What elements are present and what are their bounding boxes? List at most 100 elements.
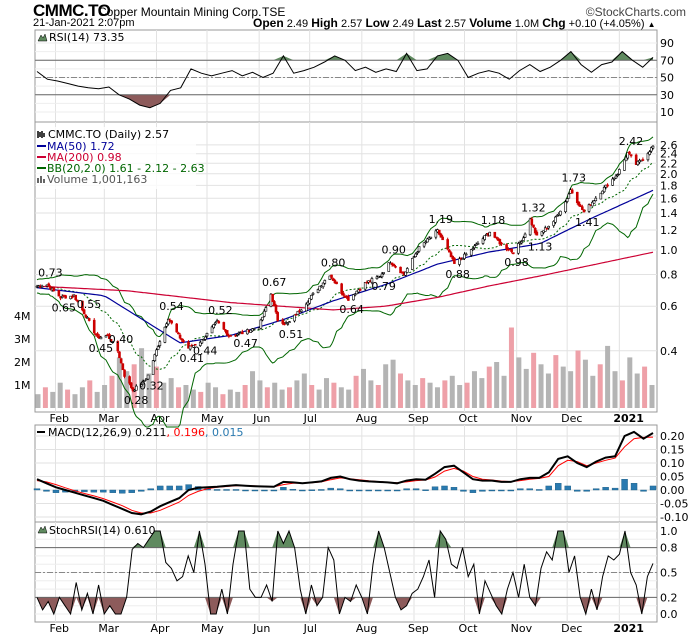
candle-body	[441, 236, 444, 241]
macd-histogram-bar	[517, 488, 524, 491]
month-label: Nov	[511, 412, 533, 425]
candle-body	[636, 161, 640, 166]
candle-body	[99, 336, 103, 340]
candle-body	[271, 293, 274, 303]
candle-body	[192, 345, 195, 348]
price-tick-label: 0.8	[660, 269, 678, 282]
month-label: Dec	[561, 622, 582, 635]
candle-body	[200, 339, 204, 344]
macd-legend: MACD(12,26,9) 0.211, 0.196, 0.015	[48, 426, 244, 439]
price-annotation: 0.41	[179, 352, 204, 365]
macd-histogram-bar	[251, 489, 259, 492]
volume-bar	[501, 375, 507, 408]
price-annotation: 1.41	[575, 216, 600, 229]
candle-body	[288, 321, 291, 323]
candle-body	[222, 322, 226, 330]
macd-legend-hist: , 0.015	[205, 426, 243, 439]
volume-label: Volume	[469, 16, 512, 30]
candle-body	[104, 335, 108, 338]
candle-body	[422, 242, 426, 247]
month-label: Sep	[408, 622, 429, 635]
volume-bar	[412, 385, 418, 408]
bb-middle-line	[36, 161, 654, 370]
macd-histogram-bar	[564, 485, 571, 491]
volume-legend: Volume 1,001,163	[47, 173, 147, 186]
price-tick-label: 0.4	[660, 345, 678, 358]
candle-body	[493, 231, 497, 238]
volume-bar	[494, 362, 500, 408]
month-label: Mar	[98, 622, 119, 635]
ma200-legend: MA(200) 0.98	[47, 151, 122, 164]
volume-bar	[102, 385, 108, 408]
candle-body	[567, 193, 571, 199]
candle-body	[582, 209, 586, 213]
price-tick-label: 2.2	[660, 157, 678, 170]
macd-histogram-bar	[90, 489, 98, 493]
candle-body	[296, 310, 300, 315]
candle-body	[405, 268, 409, 273]
volume-bar	[405, 380, 411, 408]
candle-body	[446, 239, 449, 250]
candle-body	[274, 305, 278, 313]
macd-histogram-bar	[109, 489, 117, 493]
candle-body	[276, 312, 279, 321]
volume-bar	[79, 387, 85, 408]
volume-bar	[220, 394, 226, 408]
candle-body	[592, 200, 596, 204]
candle-body	[449, 252, 453, 258]
month-label: Nov	[511, 622, 533, 635]
month-label: Aug	[356, 622, 377, 635]
candle-body	[579, 205, 582, 207]
macd-histogram-bar	[592, 488, 600, 491]
candle-body	[564, 201, 567, 213]
macd-histogram-bar	[308, 489, 316, 491]
candle-body	[365, 281, 369, 284]
candle-body	[60, 295, 64, 298]
brand-link[interactable]: ©StockCharts.com	[585, 5, 686, 19]
price-annotation: 1.32	[521, 201, 546, 214]
candle-body	[261, 316, 264, 321]
candle-body	[170, 320, 173, 324]
volume-bar	[590, 375, 596, 408]
price-annotation: 1.13	[528, 241, 553, 254]
price-annotation: 0.32	[139, 379, 164, 392]
candle-body	[225, 330, 229, 336]
macd-histogram-bar	[583, 489, 590, 492]
stoch-tick-label: 0.8	[660, 542, 678, 555]
macd-histogram-bar	[318, 489, 325, 491]
candle-body	[234, 334, 237, 337]
macd-histogram-bar	[232, 489, 240, 491]
candlestick-icon	[37, 131, 45, 138]
price-tick-label: 2.4	[660, 148, 678, 161]
volume-bar	[479, 378, 485, 408]
volume-value: 1.0M	[514, 18, 540, 30]
candle-body	[412, 256, 416, 258]
macd-histogram-bar	[431, 486, 439, 491]
stochrsi-icon	[37, 525, 48, 534]
candle-body	[202, 339, 205, 341]
volume-bar	[146, 373, 152, 408]
macd-histogram-bar	[289, 488, 297, 491]
volume-bar	[183, 385, 189, 408]
month-label: Mar	[98, 412, 119, 425]
macd-histogram-bar	[223, 489, 230, 491]
volume-bar	[109, 375, 115, 408]
rsi-tick-label: 90	[660, 37, 674, 50]
stoch-tick-label: 1.0	[660, 525, 678, 538]
high-label: High	[311, 16, 338, 30]
candle-body	[614, 175, 618, 179]
candle-body	[542, 230, 545, 233]
macd-histogram-bar	[33, 488, 41, 491]
candle-body	[212, 324, 216, 328]
price-tick-label: 2.6	[660, 139, 678, 152]
candle-body	[426, 238, 429, 243]
candle-body	[587, 204, 591, 212]
bb-lower-line	[36, 193, 654, 428]
macd-histogram-bar	[441, 485, 448, 491]
macd-histogram-bar	[166, 485, 173, 491]
candle-body	[500, 242, 503, 245]
volume-bar	[457, 385, 463, 408]
candle-body	[286, 323, 290, 325]
price-annotation: 1.19	[429, 213, 454, 226]
candle-body	[540, 231, 544, 236]
